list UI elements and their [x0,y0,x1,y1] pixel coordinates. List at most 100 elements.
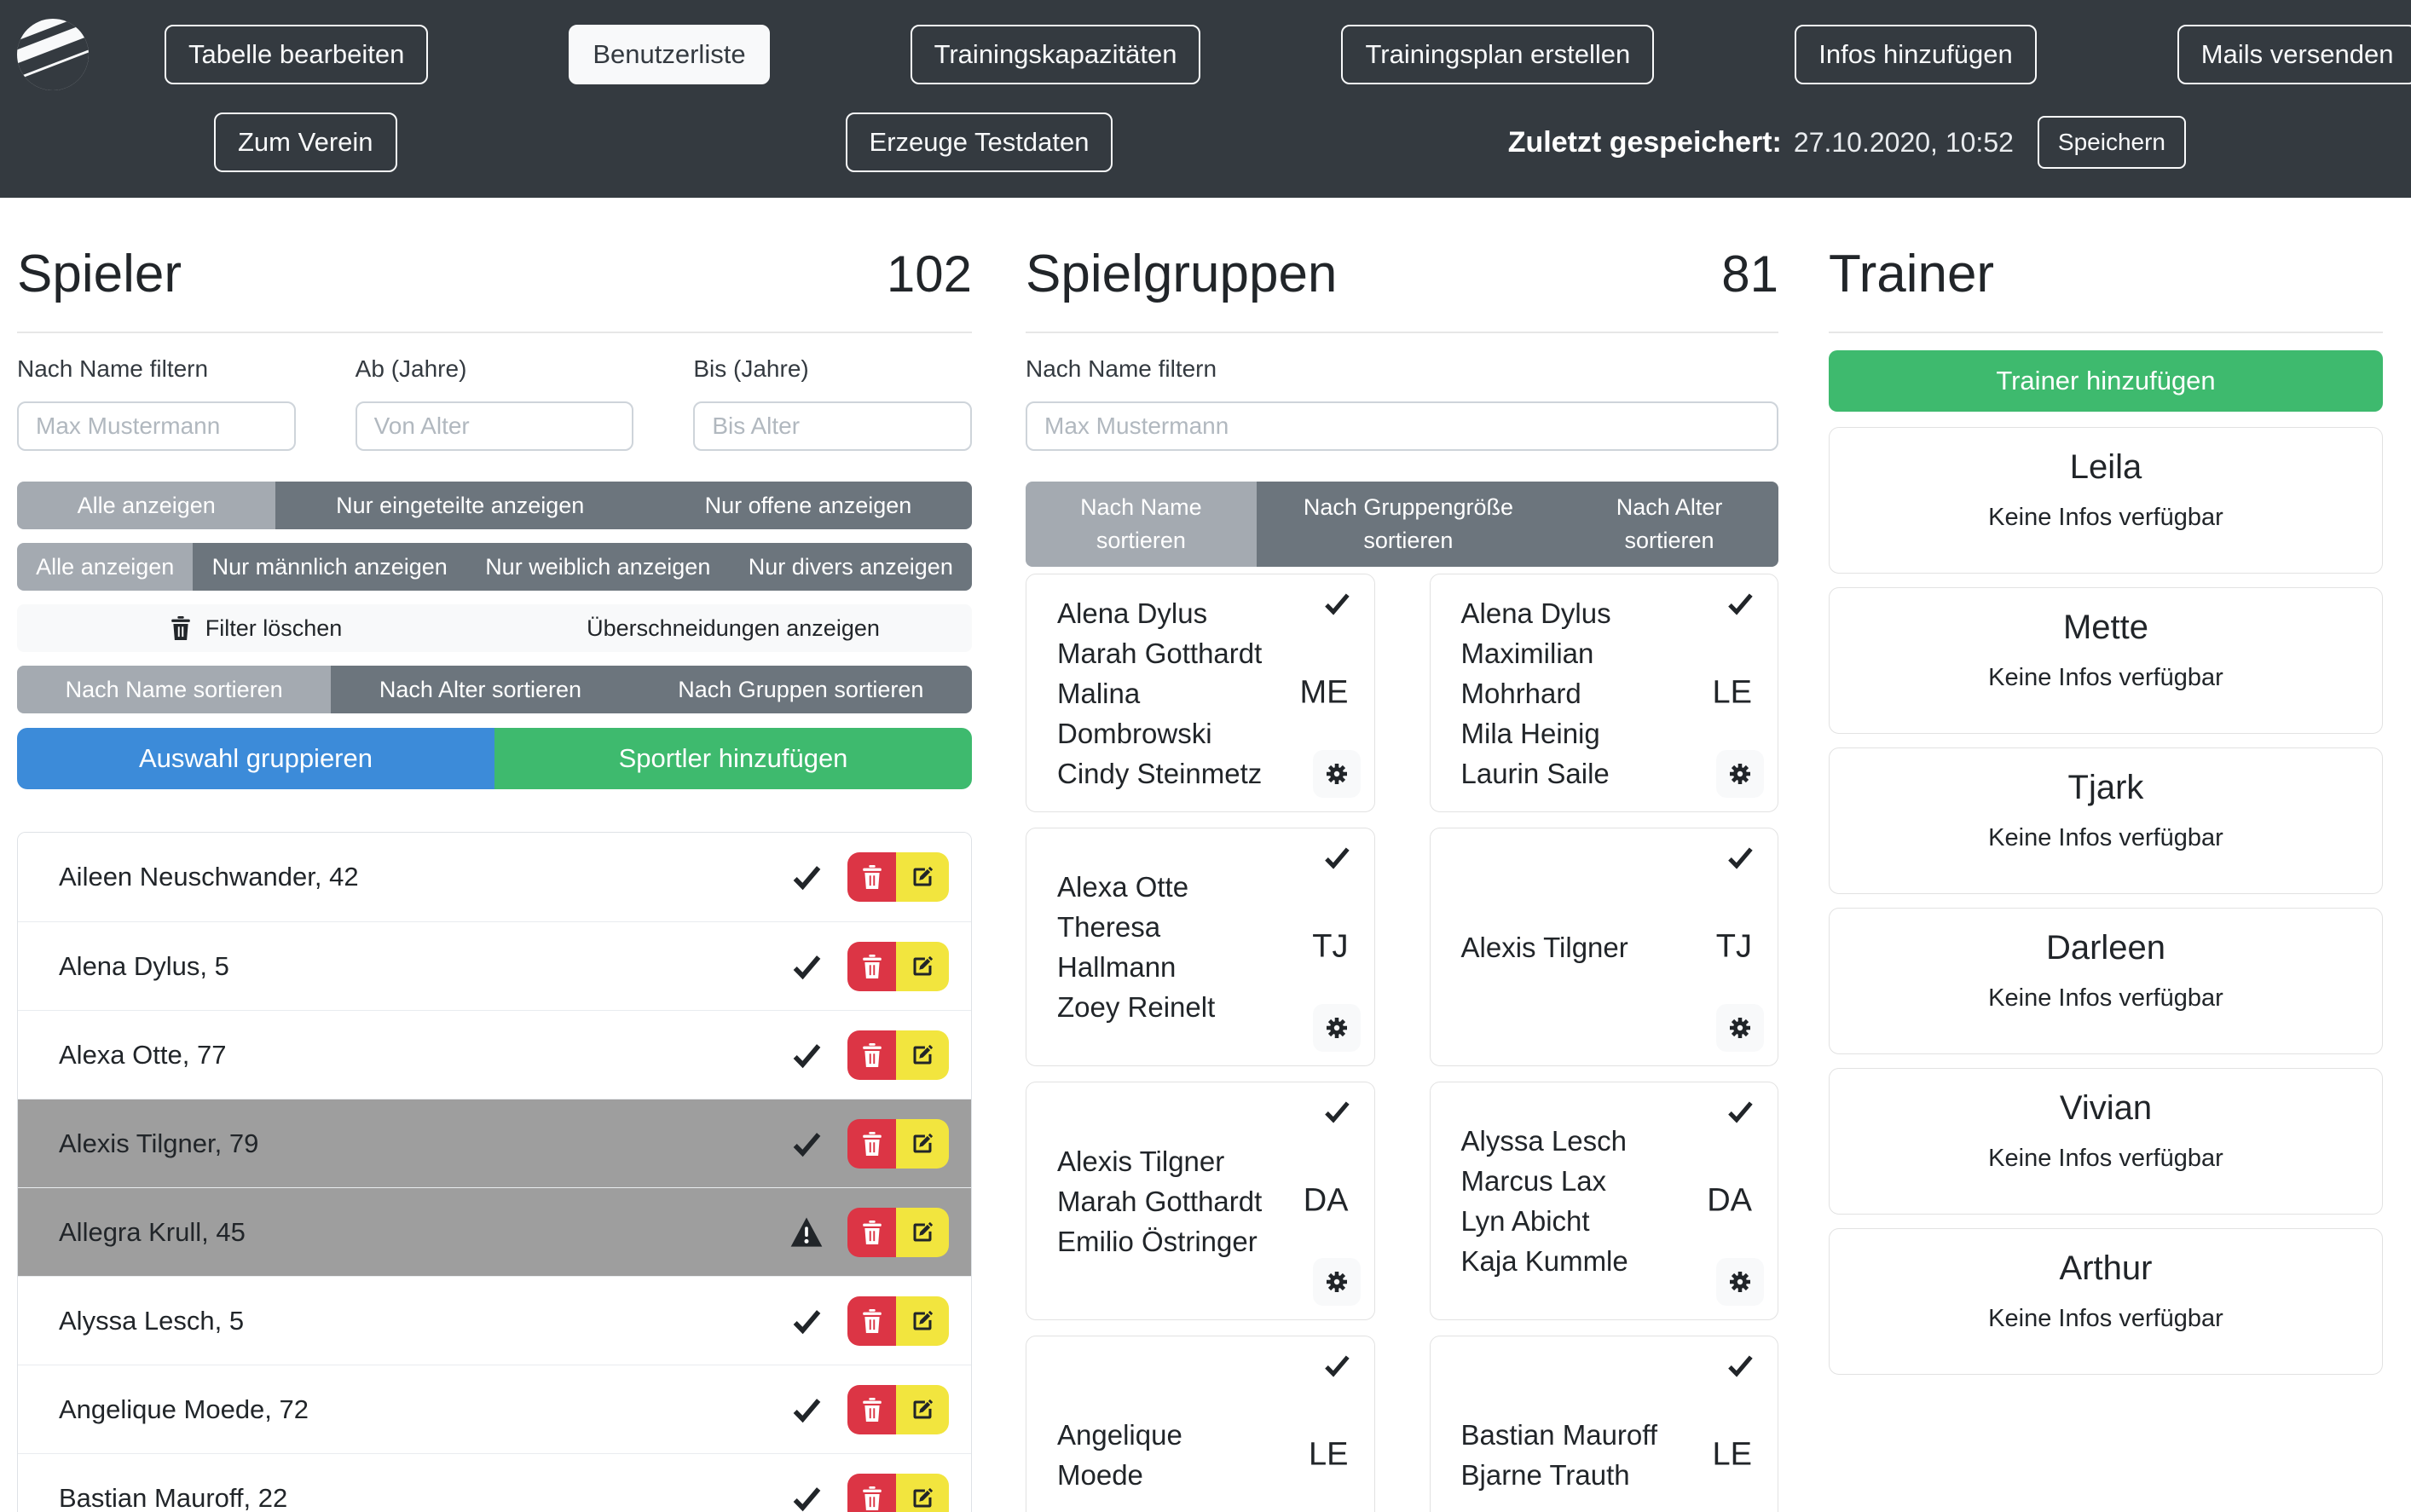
trainers-title: Trainer [1829,245,1995,303]
assignment-filter-option[interactable]: Nur offene anzeigen [644,482,972,529]
player-name-filter-input[interactable] [17,401,296,451]
player-row[interactable]: Allegra Krull, 45 [18,1187,971,1276]
edit-player-button[interactable] [896,1030,949,1080]
age-from-input[interactable] [355,401,634,451]
delete-player-button[interactable] [847,1118,896,1169]
player-sort-option[interactable]: Nach Alter sortieren [331,666,630,713]
delete-player-button[interactable] [847,1473,896,1512]
nav-button[interactable]: Benutzerliste [569,25,770,84]
last-saved-value: 27.10.2020, 10:52 [1793,126,2014,158]
group-card[interactable]: Alyssa Lesch Marcus Lax Lyn Abicht Kaja Kum… [1429,1082,1778,1320]
player-name: Alyssa Lesch, 5 [59,1305,245,1336]
app-logo-icon [17,19,89,90]
player-row[interactable]: Bastian Mauroff, 22 [18,1453,971,1512]
group-trainer-tag: LE [1712,674,1752,711]
edit-player-button[interactable] [896,852,949,902]
group-member-name: Alyssa Lesch [1460,1125,1627,1157]
player-row[interactable]: Aileen Neuschwander, 42 [18,833,971,921]
player-row[interactable]: Alexa Otte, 77 [18,1010,971,1099]
trainer-card[interactable]: Vivian Keine Infos verfügbar [1829,1068,2383,1215]
nav-button[interactable]: Trainingsplan erstellen [1341,25,1655,84]
group-trainer-tag: TJ [1715,928,1752,965]
group-trainer-tag: LE [1309,1436,1349,1473]
group-card[interactable]: Alexis Tilgner TJ [1429,828,1778,1066]
delete-player-button[interactable] [847,941,896,991]
edit-player-button[interactable] [896,1296,949,1346]
add-player-button[interactable]: Sportler hinzufügen [494,728,972,789]
edit-player-button[interactable] [896,1384,949,1434]
delete-player-button[interactable] [847,1296,896,1346]
groups-count: 81 [1721,245,1778,303]
player-row[interactable]: Alyssa Lesch, 5 [18,1276,971,1365]
group-sort-option[interactable]: Nach Alter sortieren [1560,482,1778,567]
player-name: Aileen Neuschwander, 42 [59,862,359,892]
group-card[interactable]: Alexis Tilgner Marah Gotthardt Emilio Östr… [1026,1082,1375,1320]
trainers-section: Trainer Trainer hinzufügen Leila Keine I… [1829,244,2383,1512]
zum-verein-button[interactable]: Zum Verein [214,113,397,172]
trainer-card[interactable]: Tjark Keine Infos verfügbar [1829,747,2383,894]
group-settings-button[interactable] [1312,1004,1361,1052]
group-card[interactable]: Angelique Moede LE [1026,1336,1375,1512]
clear-filter-button[interactable]: Filter löschen [17,604,494,652]
group-member-name: Laurin Saile [1460,757,1610,789]
delete-player-button[interactable] [847,1207,896,1257]
player-row[interactable]: Alena Dylus, 5 [18,921,971,1010]
group-selection-button[interactable]: Auswahl gruppieren [17,728,494,789]
trainer-card[interactable]: Leila Keine Infos verfügbar [1829,427,2383,574]
trainer-info: Keine Infos verfügbar [1988,664,2223,691]
delete-player-button[interactable] [847,852,896,902]
gender-filter-option[interactable]: Nur weiblich anzeigen [466,543,730,591]
save-button[interactable]: Speichern [2037,116,2186,169]
age-to-input[interactable] [693,401,973,451]
groups-title: Spielgruppen [1026,245,1338,303]
group-card[interactable]: Alena Dylus Marah Gotthardt Malina Dombrow… [1026,574,1375,812]
add-trainer-button[interactable]: Trainer hinzufügen [1829,350,2383,412]
player-sort-option[interactable]: Nach Name sortieren [17,666,332,713]
trainer-card[interactable]: Darleen Keine Infos verfügbar [1829,908,2383,1054]
edit-player-button[interactable] [896,1207,949,1257]
group-settings-button[interactable] [1716,1004,1764,1052]
group-card[interactable]: Alena Dylus Maximilian Mohrhard Mila Heini… [1429,574,1778,812]
erzeuge-testdaten-button[interactable]: Erzeuge Testdaten [845,113,1113,172]
group-member-name: Angelique Moede [1057,1419,1182,1491]
nav-button[interactable]: Infos hinzufügen [1795,25,2037,84]
group-card[interactable]: Alexa Otte Theresa Hallmann Zoey Reinelt T… [1026,828,1375,1066]
show-overlaps-button[interactable]: Überschneidungen anzeigen [494,604,972,652]
group-member-name: Alena Dylus [1057,597,1208,629]
group-settings-button[interactable] [1716,750,1764,798]
group-settings-button[interactable] [1312,750,1361,798]
group-settings-button[interactable] [1312,1258,1361,1306]
trainer-card[interactable]: Mette Keine Infos verfügbar [1829,587,2383,734]
gender-filter-option[interactable]: Nur divers anzeigen [729,543,972,591]
trainer-info: Keine Infos verfügbar [1988,984,2223,1012]
group-sort-option[interactable]: Nach Name sortieren [1026,482,1257,567]
edit-player-button[interactable] [896,941,949,991]
gender-filter-option[interactable]: Alle anzeigen [17,543,194,591]
group-card[interactable]: Bastian Mauroff Bjarne Trauth LE [1429,1336,1778,1512]
group-sort-option[interactable]: Nach Gruppengröße sortieren [1256,482,1561,567]
delete-player-button[interactable] [847,1030,896,1080]
delete-player-button[interactable] [847,1384,896,1434]
nav-button[interactable]: Mails versenden [2177,25,2411,84]
edit-player-button[interactable] [896,1118,949,1169]
gender-filter-option[interactable]: Nur männlich anzeigen [193,543,467,591]
warning-icon [789,1215,824,1249]
edit-player-button[interactable] [896,1473,949,1512]
assignment-filter-option[interactable]: Nur eingeteilte anzeigen [275,482,645,529]
nav-button[interactable]: Trainingskapazitäten [910,25,1201,84]
group-member-name: Kaja Kummle [1460,1245,1628,1277]
nav-button[interactable]: Tabelle bearbeiten [165,25,429,84]
player-name: Bastian Mauroff, 22 [59,1482,288,1512]
check-icon [789,949,824,984]
player-row[interactable]: Angelique Moede, 72 [18,1365,971,1453]
group-settings-button[interactable] [1716,1258,1764,1306]
players-title: Spieler [17,245,182,303]
age-from-label: Ab (Jahre) [355,355,467,382]
group-name-filter-input[interactable] [1026,401,1778,451]
trainer-card[interactable]: Arthur Keine Infos verfügbar [1829,1228,2383,1375]
player-row[interactable]: Alexis Tilgner, 79 [18,1099,971,1187]
check-icon [789,860,824,894]
assignment-filter-option[interactable]: Alle anzeigen [17,482,276,529]
check-icon [1725,1096,1755,1127]
player-sort-option[interactable]: Nach Gruppen sortieren [629,666,972,713]
